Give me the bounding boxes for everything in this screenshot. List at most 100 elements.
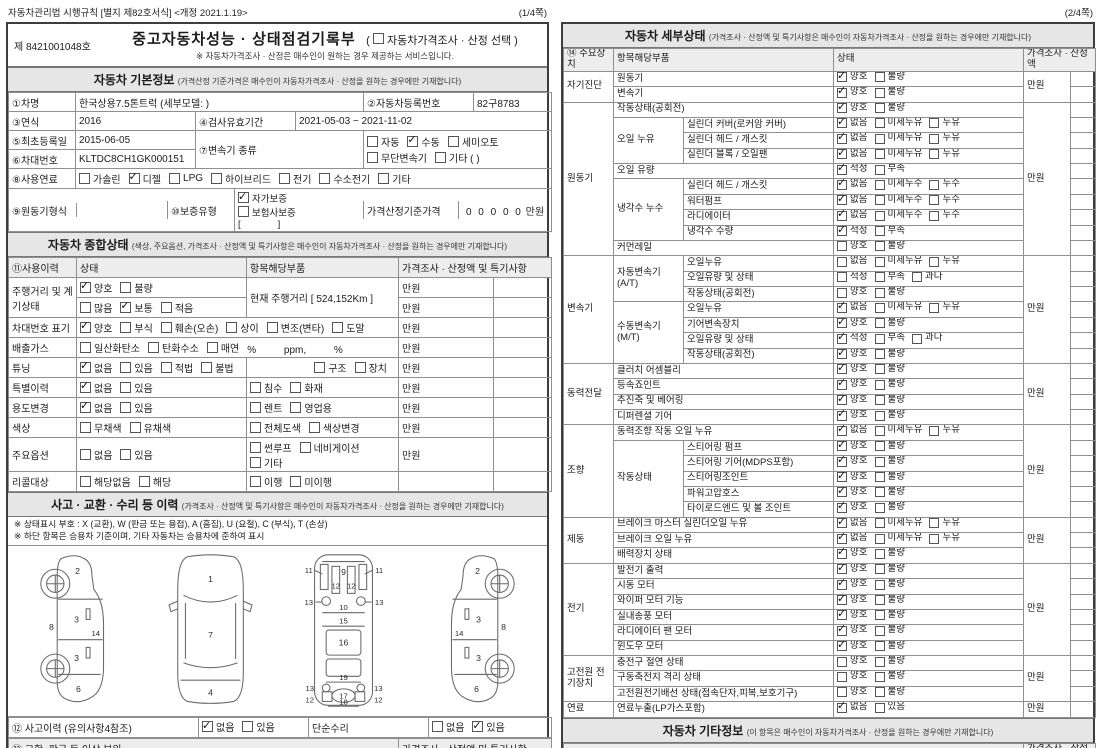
checked-checkbox[interactable]	[837, 149, 848, 159]
checked-checkbox[interactable]	[837, 441, 848, 451]
unchecked-checkbox[interactable]	[874, 379, 885, 390]
unchecked-checkbox[interactable]	[250, 441, 261, 453]
unchecked-checkbox[interactable]	[148, 341, 159, 353]
price-survey-checkbox[interactable]	[372, 33, 384, 44]
unchecked-checkbox[interactable]	[874, 518, 885, 529]
unchecked-checkbox[interactable]	[874, 687, 885, 698]
checked-checkbox[interactable]	[80, 319, 91, 333]
unchecked-checkbox[interactable]	[874, 425, 885, 436]
unchecked-checkbox[interactable]	[874, 610, 885, 621]
checked-checkbox[interactable]	[80, 359, 91, 373]
unchecked-checkbox[interactable]	[169, 172, 181, 184]
checked-checkbox[interactable]	[837, 579, 848, 590]
unchecked-checkbox[interactable]	[929, 118, 940, 129]
unchecked-checkbox[interactable]	[874, 364, 885, 375]
checked-checkbox[interactable]	[837, 610, 848, 621]
checked-checkbox[interactable]	[472, 719, 484, 733]
checked-checkbox[interactable]	[837, 595, 848, 605]
checked-checkbox[interactable]	[837, 548, 848, 559]
unchecked-checkbox[interactable]	[874, 456, 885, 467]
unchecked-checkbox[interactable]	[299, 441, 311, 453]
unchecked-checkbox[interactable]	[874, 671, 885, 682]
checked-checkbox[interactable]	[837, 87, 848, 98]
unchecked-checkbox[interactable]	[874, 103, 885, 114]
unchecked-checkbox[interactable]	[874, 149, 885, 160]
checked-checkbox[interactable]	[837, 625, 848, 636]
unchecked-checkbox[interactable]	[874, 395, 885, 406]
unchecked-checkbox[interactable]	[290, 401, 302, 413]
unchecked-checkbox[interactable]	[120, 448, 132, 460]
unchecked-checkbox[interactable]	[874, 226, 885, 237]
checked-checkbox[interactable]	[837, 103, 848, 113]
checked-checkbox[interactable]	[80, 379, 91, 393]
unchecked-checkbox[interactable]	[837, 656, 848, 667]
unchecked-checkbox[interactable]	[250, 421, 261, 433]
checked-checkbox[interactable]	[837, 179, 848, 190]
unchecked-checkbox[interactable]	[929, 195, 940, 206]
checked-checkbox[interactable]	[837, 318, 848, 328]
unchecked-checkbox[interactable]	[874, 164, 885, 175]
unchecked-checkbox[interactable]	[874, 318, 885, 329]
unchecked-checkbox[interactable]	[211, 172, 223, 184]
checked-checkbox[interactable]	[837, 487, 848, 498]
checked-checkbox[interactable]	[837, 518, 848, 528]
unchecked-checkbox[interactable]	[911, 272, 922, 283]
checked-checkbox[interactable]	[120, 299, 132, 313]
unchecked-checkbox[interactable]	[206, 341, 218, 353]
unchecked-checkbox[interactable]	[367, 135, 378, 147]
checked-checkbox[interactable]	[837, 210, 848, 221]
checked-checkbox[interactable]	[837, 333, 848, 344]
checked-checkbox[interactable]	[837, 472, 848, 482]
unchecked-checkbox[interactable]	[226, 321, 238, 333]
checked-checkbox[interactable]	[837, 379, 848, 390]
unchecked-checkbox[interactable]	[242, 721, 254, 733]
unchecked-checkbox[interactable]	[80, 341, 91, 353]
checked-checkbox[interactable]	[837, 641, 848, 651]
unchecked-checkbox[interactable]	[80, 475, 91, 487]
unchecked-checkbox[interactable]	[874, 564, 885, 575]
unchecked-checkbox[interactable]	[874, 210, 885, 221]
unchecked-checkbox[interactable]	[378, 172, 390, 184]
unchecked-checkbox[interactable]	[80, 301, 91, 313]
checked-checkbox[interactable]	[837, 533, 848, 544]
unchecked-checkbox[interactable]	[874, 133, 885, 144]
unchecked-checkbox[interactable]	[120, 381, 132, 393]
unchecked-checkbox[interactable]	[874, 118, 885, 129]
unchecked-checkbox[interactable]	[308, 421, 320, 433]
unchecked-checkbox[interactable]	[874, 548, 885, 559]
unchecked-checkbox[interactable]	[290, 381, 302, 393]
checked-checkbox[interactable]	[837, 456, 848, 467]
unchecked-checkbox[interactable]	[929, 256, 940, 267]
unchecked-checkbox[interactable]	[290, 475, 302, 487]
unchecked-checkbox[interactable]	[874, 441, 885, 452]
checked-checkbox[interactable]	[837, 364, 848, 375]
unchecked-checkbox[interactable]	[929, 302, 940, 313]
unchecked-checkbox[interactable]	[874, 702, 885, 713]
unchecked-checkbox[interactable]	[837, 272, 848, 283]
checked-checkbox[interactable]	[837, 425, 848, 436]
unchecked-checkbox[interactable]	[911, 333, 922, 344]
checked-checkbox[interactable]	[837, 349, 848, 359]
checked-checkbox[interactable]	[837, 702, 848, 713]
unchecked-checkbox[interactable]	[129, 421, 141, 433]
unchecked-checkbox[interactable]	[201, 361, 213, 373]
unchecked-checkbox[interactable]	[79, 172, 90, 184]
unchecked-checkbox[interactable]	[929, 179, 940, 190]
unchecked-checkbox[interactable]	[874, 195, 885, 206]
unchecked-checkbox[interactable]	[837, 687, 848, 698]
unchecked-checkbox[interactable]	[874, 256, 885, 267]
unchecked-checkbox[interactable]	[160, 301, 172, 313]
checked-checkbox[interactable]	[837, 72, 848, 82]
unchecked-checkbox[interactable]	[874, 241, 885, 252]
unchecked-checkbox[interactable]	[319, 172, 331, 184]
unchecked-checkbox[interactable]	[447, 135, 459, 147]
unchecked-checkbox[interactable]	[874, 287, 885, 298]
unchecked-checkbox[interactable]	[874, 595, 885, 606]
unchecked-checkbox[interactable]	[250, 475, 261, 487]
unchecked-checkbox[interactable]	[120, 321, 132, 333]
checked-checkbox[interactable]	[202, 719, 213, 733]
checked-checkbox[interactable]	[837, 502, 848, 513]
unchecked-checkbox[interactable]	[160, 321, 172, 333]
checked-checkbox[interactable]	[837, 410, 848, 421]
unchecked-checkbox[interactable]	[80, 421, 91, 433]
